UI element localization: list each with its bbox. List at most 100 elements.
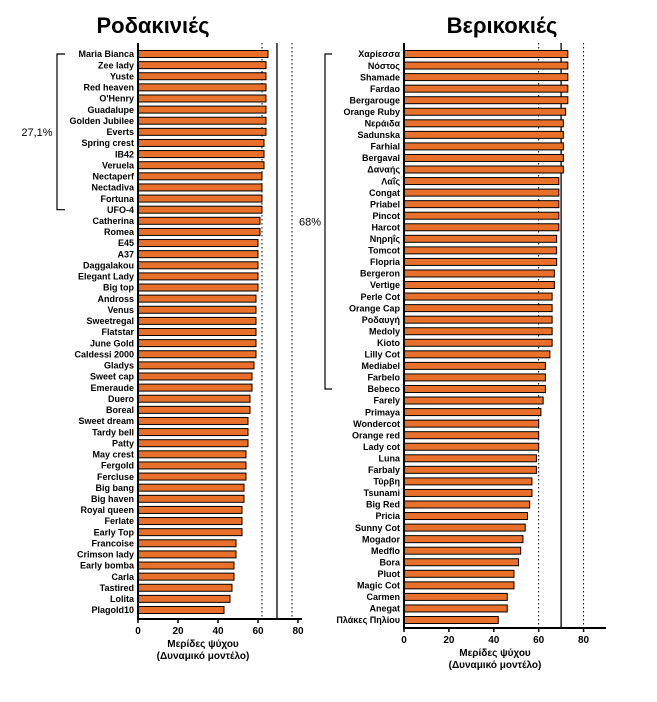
bar — [137, 283, 259, 292]
bar — [403, 188, 560, 197]
bar — [137, 116, 267, 125]
category-label: Bora — [379, 557, 400, 567]
category-label: Nectaperf — [92, 172, 135, 182]
category-label: Medoly — [369, 326, 400, 336]
category-label: Flatstar — [101, 327, 134, 337]
category-label: Carla — [111, 572, 135, 582]
bar — [403, 200, 560, 209]
category-label: Primaya — [365, 407, 401, 417]
bar — [403, 558, 519, 567]
category-label: Yuste — [110, 71, 134, 81]
bar — [137, 339, 257, 348]
bar — [137, 572, 235, 581]
category-label: Perle Cot — [360, 292, 400, 302]
category-label: Romea — [104, 227, 135, 237]
bar — [403, 315, 553, 324]
category-label: Venus — [107, 305, 134, 315]
category-label: Ferlate — [104, 516, 134, 526]
category-label: Wondercot — [353, 419, 400, 429]
category-label: Lolita — [110, 594, 135, 604]
x-tick-label: 60 — [252, 626, 264, 637]
bar — [403, 177, 560, 186]
bar — [137, 405, 251, 414]
bar — [137, 227, 261, 236]
category-label: Farely — [373, 396, 400, 406]
group-bracket — [56, 53, 65, 211]
category-label: Patty — [112, 438, 134, 448]
category-label: Tastired — [100, 583, 134, 593]
bracket-label: 27,1% — [21, 127, 52, 139]
x-tick-label: 0 — [401, 635, 407, 646]
bar — [137, 250, 259, 259]
category-label: Big bang — [96, 483, 135, 493]
category-label: Tsunami — [364, 488, 400, 498]
category-label: Lilly Cot — [365, 350, 401, 360]
bar — [137, 472, 247, 481]
category-label: Royal queen — [80, 505, 134, 515]
bar — [403, 569, 515, 578]
bar — [403, 512, 528, 521]
bar — [137, 72, 267, 81]
category-label: Anegat — [369, 604, 400, 614]
bar — [137, 305, 257, 314]
bar — [403, 246, 558, 255]
x-axis-label: Μερίδες ψύχου — [459, 648, 531, 659]
bar — [403, 165, 564, 174]
category-label: May crest — [92, 450, 134, 460]
category-label: Δαναής — [367, 165, 400, 175]
category-label: Veruela — [102, 160, 135, 170]
bar — [403, 384, 546, 393]
category-label: Andross — [97, 294, 134, 304]
x-tick-label: 40 — [488, 635, 500, 646]
category-label: Bebeco — [367, 384, 400, 394]
category-label: Luna — [379, 453, 401, 463]
bar — [137, 261, 259, 270]
bar — [137, 439, 249, 448]
bar — [137, 294, 257, 303]
category-label: Kioto — [377, 338, 400, 348]
bar — [137, 272, 259, 281]
bar — [137, 161, 265, 170]
category-label: Farbelo — [367, 373, 400, 383]
bar — [137, 138, 265, 147]
category-label: Vertige — [370, 280, 400, 290]
bar — [137, 216, 261, 225]
bar — [403, 107, 567, 116]
bar — [403, 488, 533, 497]
category-label: Tardy bell — [92, 427, 134, 437]
bar — [137, 394, 251, 403]
bar — [403, 292, 553, 301]
category-label: Francoise — [91, 538, 134, 548]
category-label: Orange Cap — [349, 303, 401, 313]
category-label: Sunny Cot — [355, 523, 400, 533]
bar — [403, 257, 558, 266]
bar — [137, 239, 259, 248]
category-label: Pricia — [375, 511, 401, 521]
bar — [403, 396, 544, 405]
category-label: Big top — [103, 283, 134, 293]
bar — [403, 546, 522, 555]
chart-title: Ροδακινιές — [96, 13, 209, 38]
category-label: Caldessi 2000 — [74, 349, 134, 359]
category-label: Χαρίεσσα — [358, 49, 400, 59]
category-label: Fortuna — [101, 194, 135, 204]
bar — [403, 130, 564, 139]
category-label: Daggalakou — [83, 260, 134, 270]
bar — [137, 461, 247, 470]
category-label: Red heaven — [83, 83, 134, 93]
category-label: Mogador — [362, 534, 400, 544]
x-axis-label: (Δυναμικό μοντέλο) — [157, 651, 250, 662]
category-label: Elegant Lady — [78, 272, 134, 282]
category-label: Pluot — [378, 569, 401, 579]
category-label: Farbaly — [368, 465, 400, 475]
category-label: Pincot — [372, 211, 400, 221]
bar — [403, 84, 569, 93]
bar — [137, 105, 267, 114]
category-label: Early Top — [94, 527, 135, 537]
category-label: Farhial — [370, 142, 400, 152]
x-tick-label: 60 — [533, 635, 545, 646]
category-label: Medflo — [371, 546, 400, 556]
category-label: Νηρηΐς — [370, 234, 401, 244]
